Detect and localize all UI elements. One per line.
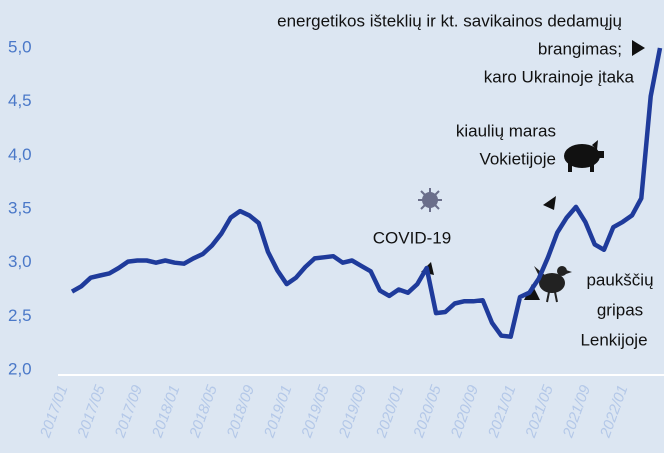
annotation: Lenkijoje (580, 330, 647, 349)
x-tick-label: 2020/05 (410, 382, 445, 440)
x-tick-label: 2019/01 (261, 383, 296, 441)
x-tick-label: 2018/05 (186, 382, 221, 440)
x-tick-label: 2017/01 (37, 383, 72, 441)
x-tick-label: 2019/09 (335, 382, 370, 440)
x-tick-label: 2020/01 (373, 383, 408, 441)
y-tick-label: 3,5 (8, 198, 32, 217)
x-tick-label: 2020/09 (447, 382, 482, 440)
y-tick-label: 2,0 (8, 359, 32, 378)
x-tick-label: 2018/01 (149, 383, 184, 441)
x-tick-label: 2022/01 (597, 383, 632, 441)
x-tick-label: 2017/05 (74, 382, 109, 440)
annotation: gripas (597, 300, 643, 319)
x-tick-label: 2021/05 (522, 382, 557, 440)
y-tick-label: 3,0 (8, 252, 32, 271)
annotation: Vokietijoje (479, 149, 556, 168)
y-tick-label: 2,5 (8, 306, 32, 325)
x-tick-label: 2021/01 (485, 383, 520, 441)
annotation: karo Ukrainoje įtaka (484, 67, 635, 86)
arrow (632, 40, 645, 56)
chicken-icon (534, 266, 572, 303)
annotation: paukščių (586, 270, 653, 289)
x-tick-label: 2019/05 (298, 382, 333, 440)
x-tick-label: 2018/09 (223, 382, 258, 440)
x-tick-label: 2017/09 (111, 382, 146, 440)
annotation: COVID-19 (373, 228, 451, 247)
pig-icon (564, 140, 604, 172)
annotation: energetikos išteklių ir kt. savikainos d… (277, 11, 622, 30)
series-line (70, 47, 663, 339)
annotation: brangimas; (538, 39, 622, 58)
y-tick-label: 4,0 (8, 145, 32, 164)
y-tick-label: 5,0 (8, 37, 32, 56)
arrow (543, 196, 556, 210)
annotation: kiaulių maras (456, 121, 556, 140)
virus-icon (418, 188, 442, 212)
y-tick-label: 4,5 (8, 91, 32, 110)
x-tick-label: 2021/09 (559, 382, 594, 440)
